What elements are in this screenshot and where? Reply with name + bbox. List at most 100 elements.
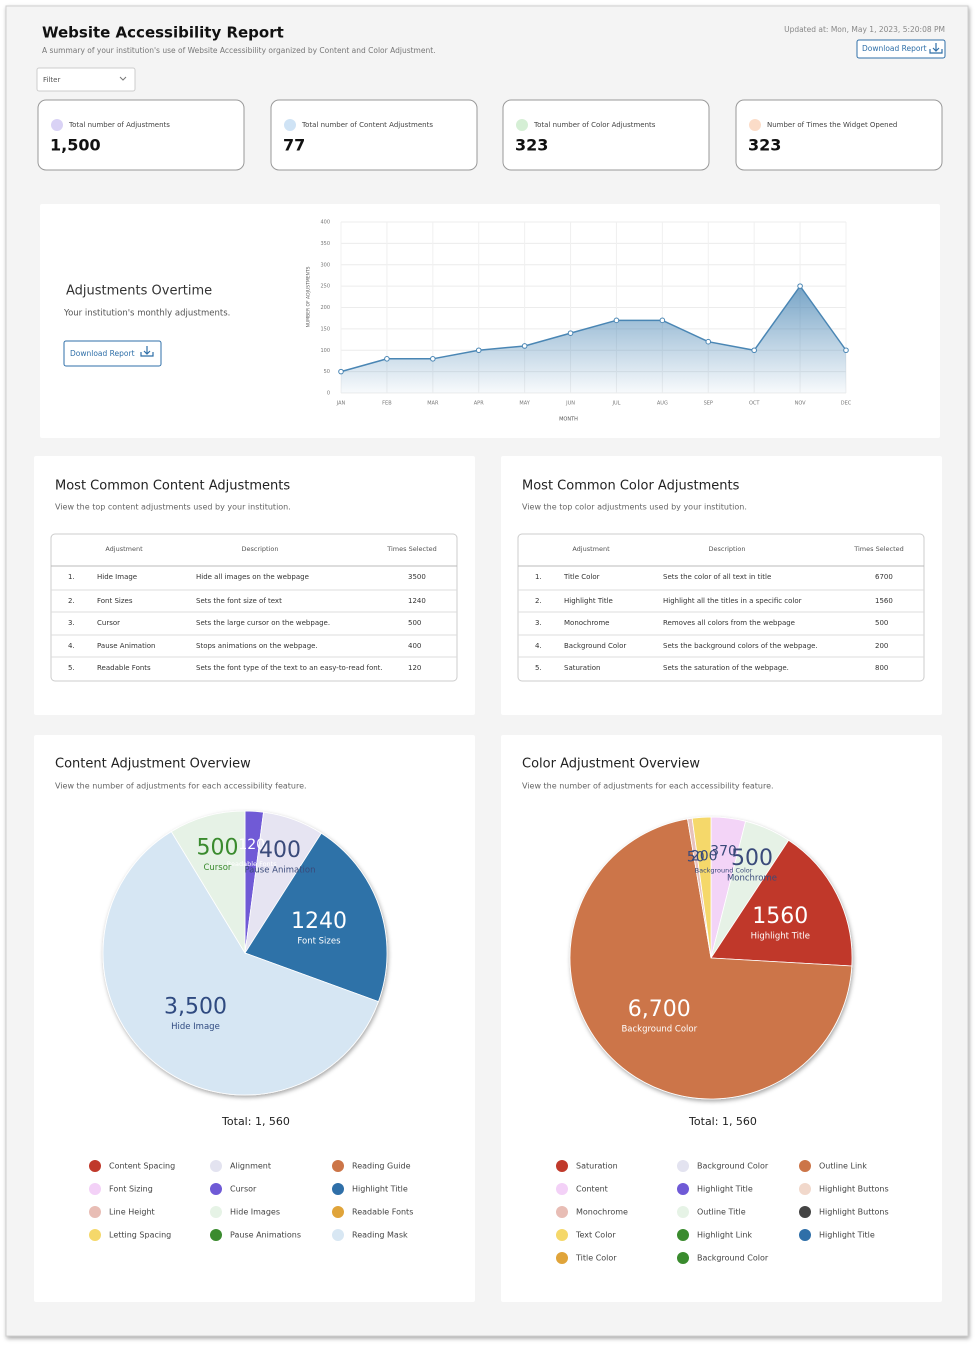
legend-swatch	[799, 1160, 811, 1172]
x-tick-label: JUN	[565, 401, 575, 407]
download-button[interactable]	[63, 340, 162, 367]
point	[567, 330, 574, 336]
page-title: Website Accessibility Report	[42, 24, 284, 42]
legend-swatch	[89, 1206, 101, 1218]
page-subtitle: A summary of your institution's use of W…	[42, 46, 436, 55]
column-header: Times Selected	[386, 545, 437, 553]
card-title: Most Common Content Adjustments	[55, 479, 290, 494]
y-tick-label: 0	[327, 391, 330, 397]
download-label: Download Report	[862, 44, 927, 53]
card-subtitle: View the top content adjustments used by…	[55, 503, 291, 512]
table-cell: Sets the background colors of the webpag…	[663, 642, 818, 650]
stat-value: 323	[748, 136, 781, 155]
download-icon	[929, 43, 943, 54]
table-cell: Stops animations on the webpage.	[196, 642, 318, 650]
legend-swatch	[677, 1252, 689, 1264]
table-cell: 200	[875, 642, 888, 650]
legend-label: Highlight Title	[819, 1231, 875, 1240]
legend-swatch	[332, 1160, 344, 1172]
table-cell: Sets the font size of text	[196, 597, 282, 605]
table-cell: Pause Animation	[97, 642, 156, 650]
slice-name: Monchrome	[727, 874, 777, 884]
pie-slice	[569, 818, 853, 1100]
legend-swatch	[556, 1183, 568, 1195]
download-label: Download Report	[70, 349, 135, 358]
y-axis-label: NUMBER OF ADJUSTMENTS	[306, 266, 312, 327]
point	[705, 338, 712, 345]
filter-dropdown[interactable]	[36, 67, 136, 92]
legend-label: Reading Mask	[352, 1231, 408, 1240]
table-cell: 1240	[408, 597, 426, 605]
x-tick-label: FEB	[382, 401, 392, 407]
legend-swatch	[677, 1229, 689, 1241]
legend-label: Content	[576, 1185, 608, 1194]
download-button[interactable]	[856, 39, 946, 59]
slice-value: 500	[731, 846, 773, 871]
line	[340, 284, 847, 373]
legend-swatch	[556, 1229, 568, 1241]
pie-slice	[102, 831, 379, 1096]
legend-label: Title Color	[575, 1254, 617, 1263]
stat-value: 77	[283, 136, 305, 155]
pie-total: Total: 1, 560	[688, 1115, 757, 1128]
point	[475, 347, 482, 354]
legend-swatch	[332, 1183, 344, 1195]
y-tick-label: 150	[320, 326, 330, 332]
x-tick-label: SEP	[704, 401, 713, 407]
table-cell: 3.	[68, 619, 75, 627]
table-cell: Sets the saturation of the webpage.	[663, 664, 789, 672]
card-subtitle: Your institution's monthly adjustments.	[63, 309, 230, 319]
stat-card	[270, 99, 478, 171]
table-cell: Sets the color of all text in title	[663, 573, 771, 581]
x-tick-label: NOV	[795, 401, 807, 407]
legend-label: Line Height	[109, 1208, 155, 1217]
table-cell: Removes all colors from the webpage	[663, 619, 795, 627]
table-cell: 4.	[535, 642, 542, 650]
table-cell: 2.	[535, 597, 542, 605]
point	[659, 317, 666, 324]
stat-card	[735, 99, 943, 171]
table-cell: Saturation	[564, 664, 601, 672]
slice-value: 50	[687, 850, 705, 866]
slice-value: 3,500	[164, 994, 227, 1019]
legend-swatch	[799, 1206, 811, 1218]
pie	[102, 810, 388, 1096]
column-header: Times Selected	[853, 545, 904, 553]
legend-swatch	[332, 1229, 344, 1241]
stat-value: 323	[515, 136, 548, 155]
table-cell: Font Sizes	[97, 597, 133, 605]
table-cell: 120	[408, 664, 421, 672]
slice-name: Cursor	[203, 863, 231, 873]
legend-label: Font Sizing	[109, 1185, 153, 1194]
card-subtitle: View the top color adjustments used by y…	[522, 503, 747, 512]
table-cell: 500	[875, 619, 888, 627]
stat-label: Total number of Color Adjustments	[533, 121, 656, 129]
table-cell: Highlight Title	[564, 597, 613, 605]
table	[50, 533, 458, 682]
pie	[569, 816, 853, 1100]
legend-label: Alignment	[230, 1162, 271, 1171]
legend-label: Text Color	[575, 1231, 616, 1240]
table-cell: 4.	[68, 642, 75, 650]
legend-swatch	[89, 1160, 101, 1172]
stat-value: 1,500	[50, 136, 101, 155]
point	[384, 356, 390, 362]
stat-icon	[284, 119, 296, 131]
card-title: Most Common Color Adjustments	[522, 479, 740, 494]
pie-slice	[170, 810, 246, 955]
legend-label: Readable Fonts	[352, 1208, 413, 1217]
slice-value: 400	[259, 838, 301, 863]
table-cell: 5.	[68, 664, 75, 672]
table-cell: Monochrome	[564, 619, 609, 627]
legend-label: Monochrome	[576, 1208, 628, 1217]
x-tick-label: OCT	[749, 401, 760, 407]
point	[613, 317, 620, 324]
table	[517, 533, 925, 682]
slice-value: 500	[196, 836, 238, 861]
stat-label: Total number of Content Adjustments	[301, 121, 433, 129]
x-tick-label: MAY	[519, 401, 530, 407]
table-cell: 800	[875, 664, 888, 672]
table-cell: 3500	[408, 573, 426, 581]
y-tick-label: 100	[320, 348, 330, 354]
